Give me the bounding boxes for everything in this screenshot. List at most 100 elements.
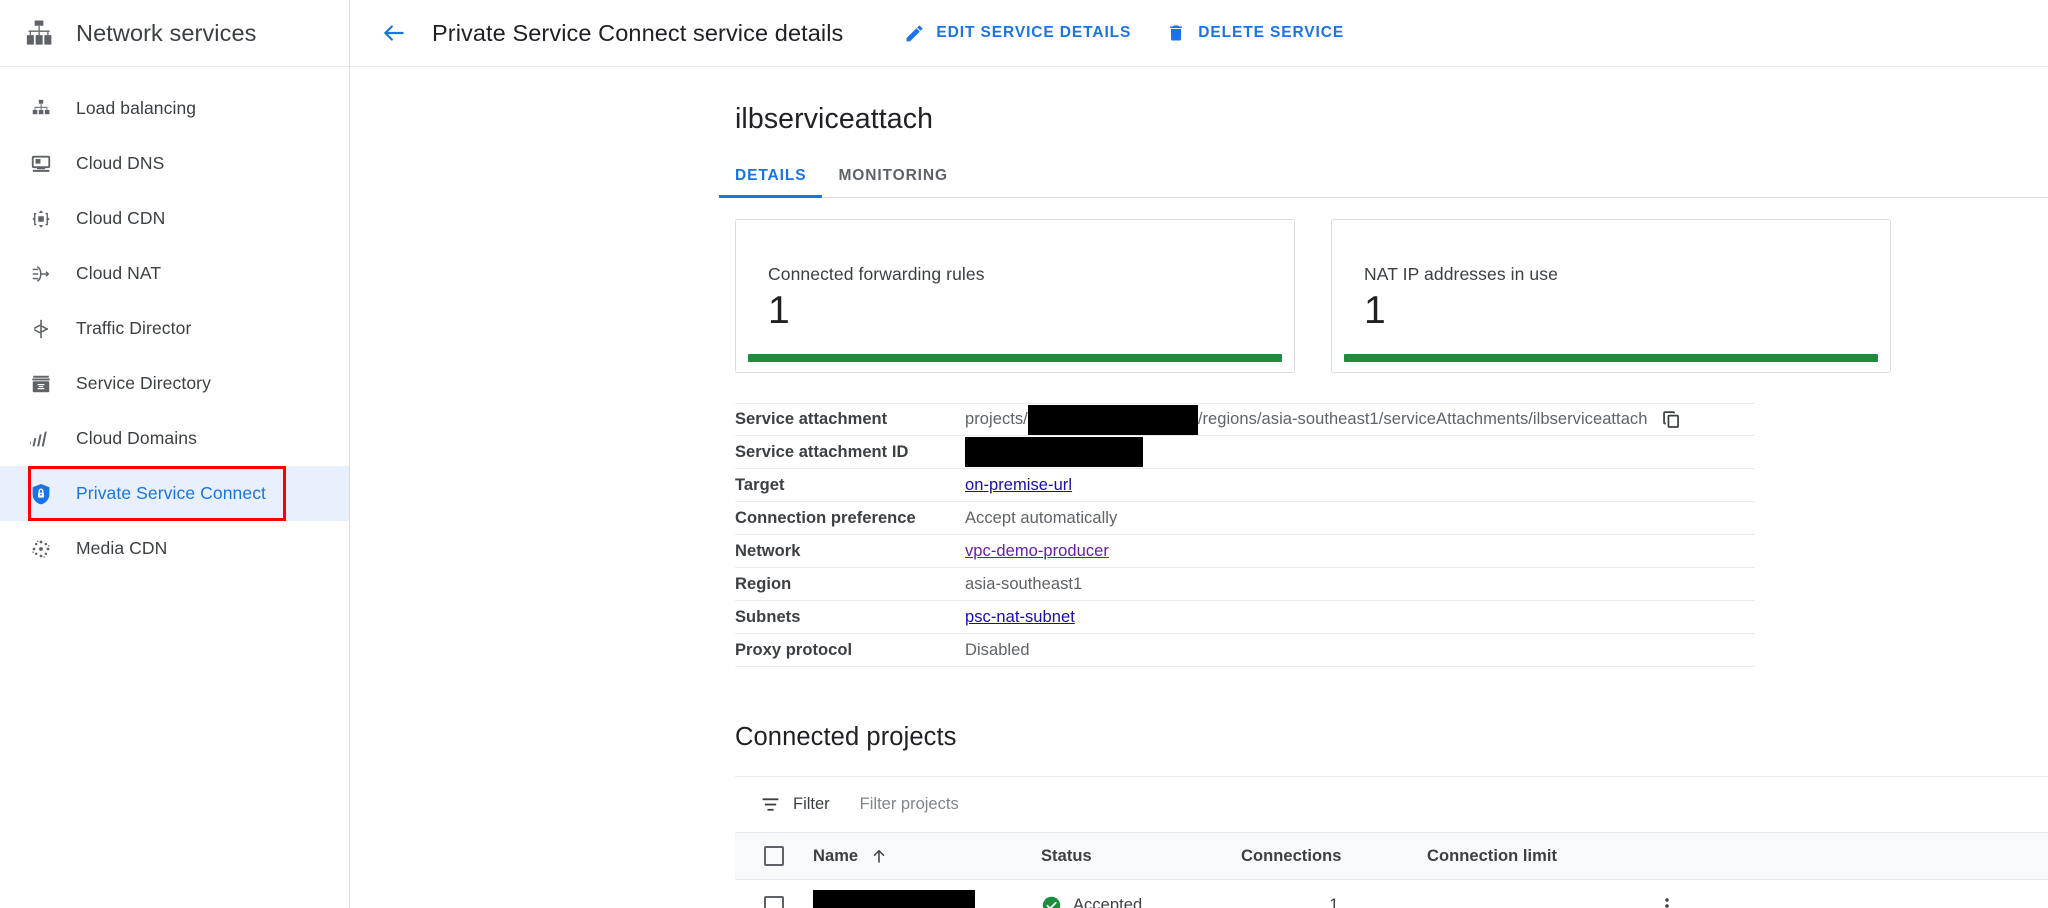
cloud-cdn-icon [26,204,56,234]
column-header-connection-limit[interactable]: Connection limit [1427,847,1617,866]
row-connections-cell: 1 [1241,896,1427,908]
detail-key: Subnets [735,607,801,626]
column-header-label: Connections [1241,846,1342,865]
stat-value: 1 [768,289,790,332]
sidebar-item-label: Private Service Connect [76,483,267,503]
detail-key: Service attachment ID [735,442,909,461]
sidebar-item-cloud-domains[interactable]: Cloud Domains [0,411,349,466]
detail-key: Region [735,574,792,593]
row-checkbox[interactable] [764,895,784,908]
sidebar-item-private-service-connect[interactable]: Private Service Connect [0,466,349,521]
network-link[interactable]: vpc-demo-producer [965,541,1109,560]
row-status-cell: Accepted [1041,895,1241,908]
cloud-domains-icon [26,424,56,454]
detail-row-service-attachment: Service attachment projects/ /regions/as… [735,403,1755,436]
column-header-name[interactable]: Name [813,847,1041,866]
copy-icon[interactable] [1661,409,1682,430]
detail-row-subnets: Subnets psc-nat-subnet [735,601,1755,634]
sidebar-item-label: Cloud DNS [76,153,165,173]
check-circle-icon [1041,895,1062,908]
detail-key: Service attachment [735,410,888,428]
filter-label: Filter [793,795,830,813]
stat-progress-bar [748,354,1282,362]
tab-details[interactable]: DETAILS [719,167,823,198]
sidebar-item-label: Cloud Domains [76,428,197,448]
redacted-project-name [813,889,975,908]
sidebar-item-label: Traffic Director [76,318,192,338]
detail-key: Target [735,475,785,494]
detail-value [965,437,1755,467]
table-header-row: Name Status Connections [735,833,2048,880]
edit-service-details-label: EDIT SERVICE DETAILS [936,24,1132,41]
sidebar-item-cloud-cdn[interactable]: Cloud CDN [0,191,349,246]
connected-projects-title: Connected projects [735,723,957,751]
sidebar-item-label: Cloud NAT [76,263,162,283]
row-actions-cell [1617,895,1717,908]
delete-service-button[interactable]: DELETE SERVICE [1165,22,1344,44]
detail-row-region: Region asia-southeast1 [735,568,1755,601]
private-service-connect-icon [26,479,56,509]
sidebar-nav: Load balancing Cloud DNS [0,67,349,576]
page-title: ilbserviceattach [735,103,934,135]
service-attachment-suffix: /regions/asia-southeast1/serviceAttachme… [1197,410,1648,428]
column-header-status[interactable]: Status [1041,847,1241,866]
filter-icon [759,794,781,816]
detail-row-connection-preference: Connection preference Accept automatical… [735,502,1755,535]
filter-bar: Filter ? [735,776,2048,833]
connections-value: 1 [1329,896,1339,908]
status-label: Accepted [1073,896,1143,908]
delete-service-label: DELETE SERVICE [1198,24,1345,41]
sidebar-item-label: Service Directory [76,373,211,393]
more-vert-icon[interactable] [1656,895,1678,908]
detail-value: projects/ /regions/asia-southeast1/servi… [965,404,1755,435]
main-content: Private Service Connect service details … [350,0,2048,908]
service-attachment-prefix: projects/ [965,410,1028,428]
sidebar-item-label: Load balancing [76,98,197,118]
sidebar-item-cloud-nat[interactable]: Cloud NAT [0,246,349,301]
target-link[interactable]: on-premise-url [965,475,1073,494]
sidebar-item-label: Media CDN [76,538,168,558]
detail-value: Disabled [965,640,1030,659]
redacted-project-id [1027,404,1198,435]
detail-value: psc-nat-subnet [965,608,1755,627]
sidebar-item-cloud-dns[interactable]: Cloud DNS [0,136,349,191]
status-badge: Accepted [1041,895,1142,908]
sidebar-item-service-directory[interactable]: Service Directory [0,356,349,411]
detail-value: on-premise-url [965,476,1755,495]
sidebar-item-traffic-director[interactable]: Traffic Director [0,301,349,356]
select-all-checkbox[interactable] [764,846,784,866]
network-services-icon [22,16,56,50]
sidebar-item-label: Cloud CDN [76,208,166,228]
detail-row-network: Network vpc-demo-producer [735,535,1755,568]
detail-key: Proxy protocol [735,640,853,659]
detail-key: Network [735,541,801,560]
sidebar-item-media-cdn[interactable]: Media CDN [0,521,349,576]
media-cdn-icon [26,534,56,564]
stat-card-nat-ip-addresses-in-use: NAT IP addresses in use 1 [1331,219,1891,373]
details-content: ilbserviceattach DETAILS MONITORING Conn… [350,67,2048,908]
sidebar-item-load-balancing[interactable]: Load balancing [0,81,349,136]
filter-button[interactable]: Filter [759,794,830,816]
stat-progress-bar [1344,354,1878,362]
service-details-table: Service attachment projects/ /regions/as… [735,403,1755,667]
topbar-actions: EDIT SERVICE DETAILS DELETE SERVICE [903,22,1378,44]
stat-label: NAT IP addresses in use [1364,264,1558,284]
filter-input[interactable] [857,794,1278,815]
arrow-left-icon[interactable] [374,13,414,53]
column-header-label: Status [1041,846,1092,865]
column-header-connections[interactable]: Connections [1241,847,1427,866]
edit-service-details-button[interactable]: EDIT SERVICE DETAILS [903,22,1131,44]
table-row[interactable]: Accepted 1 [735,880,2048,908]
select-all-cell [735,846,813,866]
detail-value: Accept automatically [965,508,1118,527]
load-balancing-icon [26,94,56,124]
stat-value: 1 [1364,289,1386,332]
subnets-link[interactable]: psc-nat-subnet [965,607,1075,626]
page-header-title: Private Service Connect service details [432,19,844,46]
redacted-service-attachment-id [965,437,1143,467]
tab-monitoring[interactable]: MONITORING [838,167,948,184]
detail-value: vpc-demo-producer [965,542,1755,561]
service-directory-icon [26,369,56,399]
pencil-icon [903,22,925,44]
detail-row-target: Target on-premise-url [735,469,1755,502]
